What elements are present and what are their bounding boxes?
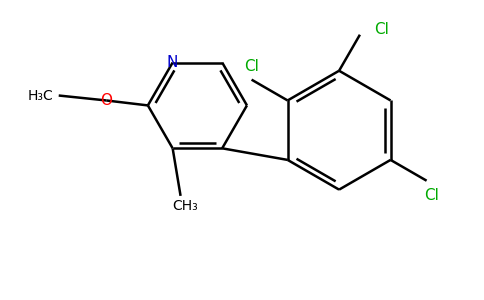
Text: Cl: Cl bbox=[374, 22, 389, 37]
Text: Cl: Cl bbox=[244, 59, 259, 74]
Text: Cl: Cl bbox=[424, 188, 439, 203]
Text: CH₃: CH₃ bbox=[173, 199, 198, 213]
Text: N: N bbox=[167, 55, 178, 70]
Text: H₃C: H₃C bbox=[28, 88, 54, 103]
Text: O: O bbox=[100, 93, 112, 108]
